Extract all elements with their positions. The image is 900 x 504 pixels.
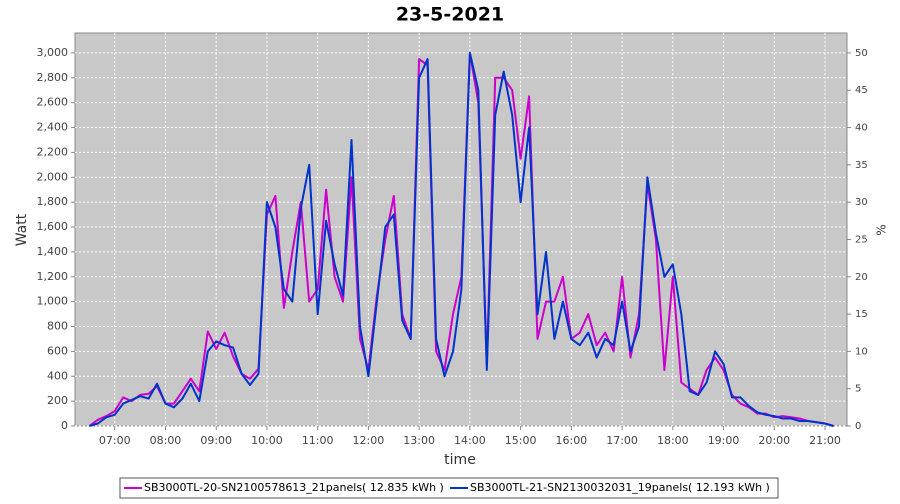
y-tick-label: 3,000 — [37, 46, 69, 59]
y-axis-label: Watt — [14, 213, 30, 246]
series-line — [89, 51, 834, 427]
x-tick-label: 11:00 — [302, 434, 334, 447]
y-tick-label: 600 — [47, 344, 68, 357]
x-tick-label: 13:00 — [403, 434, 435, 447]
y-tick-label: 200 — [47, 394, 68, 407]
plot-area — [74, 32, 848, 427]
y-tick-label: 1,600 — [37, 220, 69, 233]
y2-tick-label: 35 — [855, 160, 868, 171]
y-tick-label: 1,000 — [37, 295, 69, 308]
y2-axis-label: % — [875, 224, 889, 235]
y-tick-label: 400 — [47, 369, 68, 382]
x-tick-label: 09:00 — [200, 434, 232, 447]
x-tick-label: 12:00 — [353, 434, 385, 447]
x-tick-label: 08:00 — [150, 434, 182, 447]
y2-tick-label: 10 — [855, 346, 868, 357]
x-tick-label: 15:00 — [505, 434, 537, 447]
x-tick-label: 07:00 — [99, 434, 131, 447]
legend — [119, 477, 779, 499]
y-tick-label: 1,400 — [37, 245, 69, 258]
y-tick-label: 1,200 — [37, 270, 69, 283]
x-tick-label: 14:00 — [454, 434, 486, 447]
y-tick-label: 0 — [61, 419, 68, 432]
y2-tick-label: 25 — [855, 234, 868, 245]
legend-label: SB3000TL-20-SN2100578613_21panels( 12.83… — [144, 481, 444, 494]
y2-tick-label: 50 — [855, 48, 868, 59]
y2-tick-label: 30 — [855, 197, 868, 208]
y2-tick-label: 15 — [855, 309, 868, 320]
chart-title: 23-5-2021 — [396, 4, 504, 26]
x-tick-label: 20:00 — [758, 434, 790, 447]
x-tick-label: 18:00 — [657, 434, 689, 447]
y-tick-label: 2,000 — [37, 170, 69, 183]
legend-label: SB3000TL-21-SN2130032031_19panels( 12.19… — [470, 481, 770, 494]
y2-tick-label: 45 — [855, 85, 868, 96]
y-tick-label: 2,600 — [37, 96, 69, 109]
x-tick-label: 19:00 — [708, 434, 740, 447]
x-axis-label: time — [444, 452, 476, 468]
y2-tick-label: 40 — [855, 123, 868, 134]
y-tick-label: 2,400 — [37, 121, 69, 134]
y2-tick-label: 0 — [855, 421, 861, 432]
y-tick-label: 1,800 — [37, 195, 69, 208]
y2-tick-label: 20 — [855, 272, 868, 283]
x-tick-label: 17:00 — [606, 434, 638, 447]
y2-tick-label: 5 — [855, 384, 861, 395]
y-tick-label: 800 — [47, 320, 68, 333]
x-tick-label: 21:00 — [809, 434, 841, 447]
x-tick-label: 10:00 — [251, 434, 283, 447]
y-tick-label: 2,800 — [37, 71, 69, 84]
x-tick-label: 16:00 — [555, 434, 587, 447]
y-tick-label: 2,200 — [37, 145, 69, 158]
